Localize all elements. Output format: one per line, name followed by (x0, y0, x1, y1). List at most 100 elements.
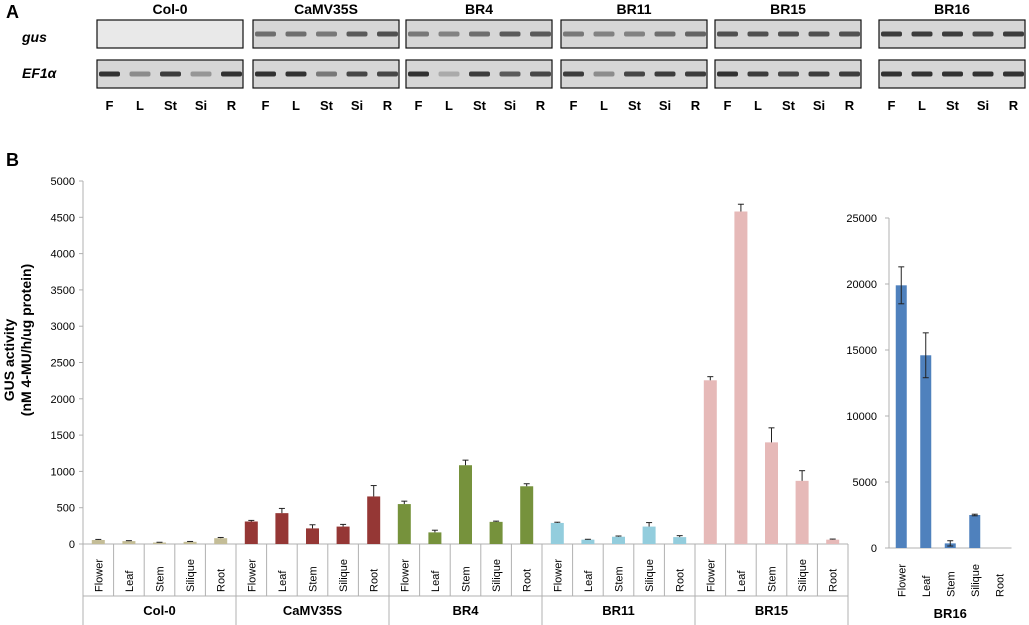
lane-label: L (136, 98, 144, 113)
gel-band (530, 71, 551, 77)
lane-label: F (888, 98, 896, 113)
category-label: Root (369, 569, 381, 592)
lane-label: L (754, 98, 762, 113)
bar-BR15-Leaf (734, 211, 748, 544)
category-label: Stem (614, 566, 626, 592)
bar-BR4-Leaf (428, 532, 442, 544)
inset-y-tick-label: 20000 (846, 279, 877, 291)
category-label: Leaf (124, 570, 136, 592)
lane-label: St (628, 98, 642, 113)
inset-y-tick-label: 25000 (846, 213, 877, 225)
group-label-BR11: BR11 (602, 603, 635, 618)
group-label-BR16: BR16 (934, 606, 967, 621)
gel-band (99, 71, 120, 77)
lane-label: F (724, 98, 732, 113)
category-label: Stem (767, 566, 779, 592)
gel-band (942, 31, 963, 37)
bar-BR16-Silique (969, 515, 981, 548)
gel-band (1003, 71, 1024, 77)
y-axis-title-line1: GUS activity (1, 319, 17, 402)
group-label-BR4: BR4 (452, 603, 479, 618)
category-label: Leaf (736, 570, 748, 592)
lane-label: Si (195, 98, 207, 113)
category-label: Silique (185, 559, 197, 592)
lane-label: R (691, 98, 701, 113)
gel-band (972, 31, 994, 37)
bar-BR11-Stem (612, 536, 625, 544)
category-label: Silique (644, 559, 656, 592)
y-tick-label: 2500 (51, 358, 75, 370)
y-tick-label: 3000 (51, 321, 75, 333)
gel-band (685, 71, 706, 77)
bar-CaMV35S-Stem (306, 528, 319, 544)
bar-BR15-Stem (765, 442, 778, 544)
gel-band (881, 71, 902, 77)
inset-y-tick-label: 15000 (846, 345, 877, 357)
gel-band (160, 71, 181, 77)
gel-band (881, 31, 902, 37)
bar-Col-0-Root (214, 538, 228, 544)
lane-label: L (600, 98, 608, 113)
inset-category-label: Leaf (921, 575, 933, 597)
gel-band (1003, 31, 1024, 37)
gel-band (316, 71, 337, 77)
category-label: Silique (491, 559, 503, 592)
line-name-1: CaMV35S (294, 1, 358, 17)
gel-band (221, 71, 242, 77)
gel-band (654, 31, 676, 37)
line-name-0: Col-0 (153, 1, 188, 17)
inset-category-label: Flower (896, 564, 908, 597)
gel-band (778, 71, 799, 77)
lane-label: L (918, 98, 926, 113)
gel-band (469, 71, 490, 77)
lane-label: Si (351, 98, 363, 113)
category-label: Root (522, 569, 534, 592)
gel-band (911, 71, 933, 77)
lane-label: R (1009, 98, 1019, 113)
category-label: Silique (797, 559, 809, 592)
bar-Col-0-Stem (153, 542, 166, 544)
panel-b-chart: B GUS activity (nM 4-MU/h/ug protein) 0 5… (1, 150, 1012, 625)
bar-BR11-Silique (642, 526, 656, 544)
bar-BR4-Stem (459, 465, 472, 544)
gel-band (972, 71, 994, 77)
lane-label: R (845, 98, 855, 113)
bar-Col-0-Flower (91, 540, 105, 544)
gel-band (563, 71, 584, 77)
lane-label: R (536, 98, 546, 113)
gel-band (747, 71, 769, 77)
panel-b-label: B (6, 150, 19, 170)
inset-category-label: Stem (945, 571, 957, 597)
gel-block-gus-0 (96, 19, 244, 49)
lane-label: St (782, 98, 796, 113)
panel-a-label: A (6, 2, 19, 22)
gel-band (808, 31, 830, 37)
gel-band (839, 71, 860, 77)
y-tick-label: 1500 (51, 430, 75, 442)
category-label: Flower (399, 559, 411, 592)
group-label-BR15: BR15 (755, 603, 788, 618)
y-tick-label: 4000 (51, 249, 75, 261)
bar-BR4-Silique (489, 521, 503, 544)
lane-label: F (262, 98, 270, 113)
gel-band (346, 31, 368, 37)
gel-band (346, 71, 368, 77)
gel-band (911, 31, 933, 37)
gel-band (285, 71, 307, 77)
lane-label: L (292, 98, 300, 113)
gel-band (717, 31, 738, 37)
gel-band (190, 71, 212, 77)
lane-label: Si (504, 98, 516, 113)
lane-label: R (383, 98, 393, 113)
gel-band (778, 31, 799, 37)
gel-band (717, 71, 738, 77)
lane-label: Si (659, 98, 671, 113)
category-label: Flower (246, 559, 258, 592)
gel-band (654, 71, 676, 77)
category-label: Stem (308, 566, 320, 592)
lane-label: St (164, 98, 178, 113)
panel-a-gel: A gus EF1α Col-0 F L St Si R CaMV35S F L St Si R BR4… (6, 1, 1026, 113)
line-name-2: BR4 (465, 1, 493, 17)
gel-band (593, 71, 615, 77)
